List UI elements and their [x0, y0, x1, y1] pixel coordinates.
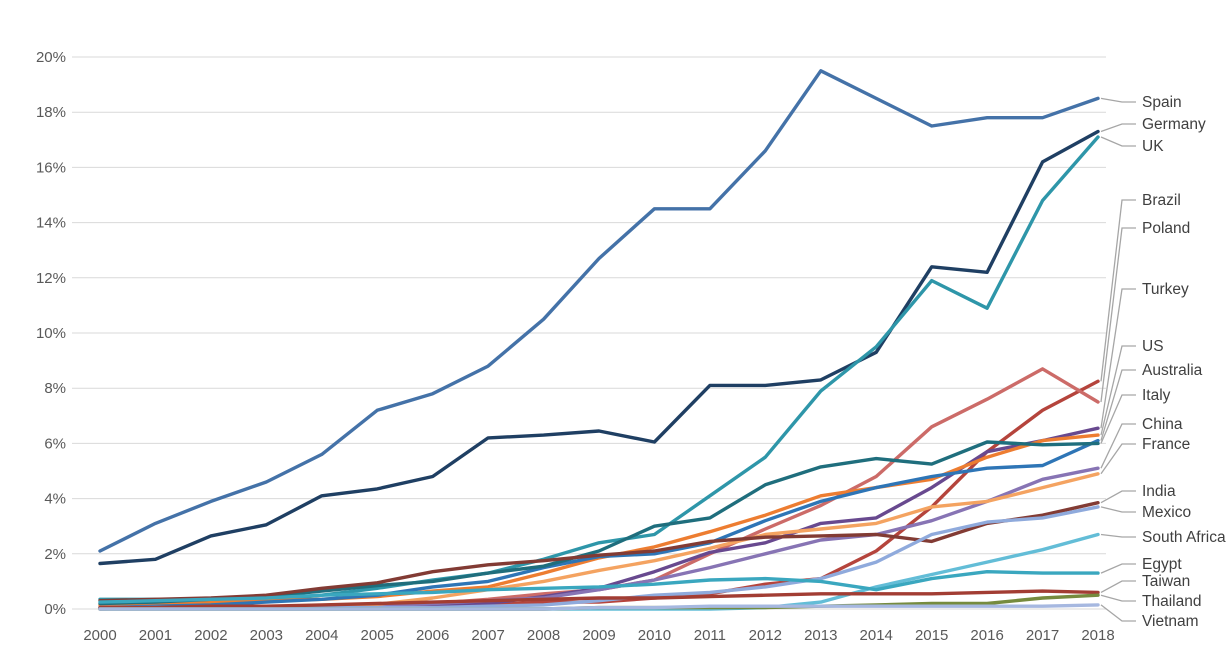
series-label-egypt: Egypt [1142, 556, 1182, 573]
series-label-leader-line [1100, 123, 1136, 133]
series-label-leader-line [1100, 394, 1136, 444]
series-label-leader-line [1100, 490, 1136, 504]
series-label-leader-line [1100, 443, 1136, 475]
series-label-italy: Italy [1142, 387, 1171, 404]
x-axis-tick-label: 2001 [139, 627, 172, 644]
x-axis-tick-label: 2006 [416, 627, 449, 644]
series-label-leader-line [1100, 345, 1136, 436]
y-axis-tick-label: 12% [36, 270, 66, 287]
series-line-vietnam [98, 603, 1100, 611]
y-axis-tick-label: 4% [44, 491, 66, 508]
x-axis-tick-label: 2009 [582, 627, 615, 644]
series-label-germany: Germany [1142, 116, 1206, 133]
series-label-leader-line [1100, 580, 1136, 593]
y-axis-tick-label: 20% [36, 49, 66, 66]
x-axis-tick-label: 2018 [1081, 627, 1114, 644]
x-axis-tick-label: 2007 [471, 627, 504, 644]
series-label-leader-line [1100, 506, 1136, 513]
series-line-taiwan [98, 589, 1100, 610]
x-axis-tick-label: 2003 [250, 627, 283, 644]
series-label-mexico: Mexico [1142, 504, 1191, 521]
series-line-brazil [98, 379, 1100, 611]
series-line-australia [98, 438, 1100, 610]
series-label-leader-line [1100, 594, 1136, 602]
series-label-thailand: Thailand [1142, 593, 1201, 610]
y-axis-tick-label: 18% [36, 104, 66, 121]
series-line-egypt [98, 570, 1100, 604]
series-label-spain: Spain [1142, 94, 1182, 111]
series-label-leader-line [1100, 423, 1136, 469]
x-axis-tick-label: 2015 [915, 627, 948, 644]
y-axis-tick-label: 10% [36, 325, 66, 342]
series-line-italy [98, 440, 1100, 606]
series-label-turkey: Turkey [1142, 281, 1189, 298]
series-label-leader-line [1100, 563, 1136, 574]
series-label-us: US [1142, 338, 1164, 355]
series-line-spain [98, 69, 1100, 553]
y-axis-tick-label: 0% [44, 601, 66, 618]
series-label-vietnam: Vietnam [1142, 613, 1199, 630]
series-line-turkey [98, 426, 1100, 610]
series-label-india: India [1142, 483, 1176, 500]
series-label-leader-line [1100, 227, 1136, 403]
series-label-leader-line [1100, 97, 1136, 103]
x-axis-tick-label: 2002 [194, 627, 227, 644]
x-axis-tick-label: 2014 [860, 627, 893, 644]
series-line-us [98, 433, 1100, 607]
x-axis-tick-label: 2016 [970, 627, 1003, 644]
y-axis-tick-label: 16% [36, 159, 66, 176]
series-label-leader-line [1100, 199, 1136, 382]
y-axis-tick-label: 6% [44, 435, 66, 452]
y-axis-tick-label: 14% [36, 215, 66, 232]
series-line-germany [98, 129, 1100, 566]
series-label-brazil: Brazil [1142, 192, 1181, 209]
series-label-australia: Australia [1142, 362, 1203, 379]
series-label-leader-line [1100, 136, 1136, 147]
series-line-india [98, 501, 1100, 603]
series-label-poland: Poland [1142, 220, 1190, 237]
x-axis-tick-label: 2008 [527, 627, 560, 644]
x-axis-tick-label: 2012 [749, 627, 782, 644]
x-axis-tick-label: 2010 [638, 627, 671, 644]
series-label-taiwan: Taiwan [1142, 573, 1190, 590]
series-label-china: China [1142, 416, 1183, 433]
series-label-leader-line [1100, 369, 1136, 441]
series-label-france: France [1142, 436, 1190, 453]
y-axis-tick-label: 8% [44, 380, 66, 397]
x-axis-tick-label: 2004 [305, 627, 338, 644]
series-label-leader-line [1100, 533, 1136, 538]
x-axis-tick-label: 2017 [1026, 627, 1059, 644]
y-axis-tick-label: 2% [44, 546, 66, 563]
x-axis-tick-label: 2005 [361, 627, 394, 644]
x-axis-tick-label: 2011 [694, 627, 726, 644]
series-label-leader-line [1100, 288, 1136, 429]
x-axis-tick-label: 2000 [83, 627, 116, 644]
x-axis-tick-label: 2013 [804, 627, 837, 644]
series-label-uk: UK [1142, 138, 1164, 155]
series-label-south-africa: South Africa [1142, 529, 1226, 546]
series-label-leader-line [1100, 604, 1136, 622]
